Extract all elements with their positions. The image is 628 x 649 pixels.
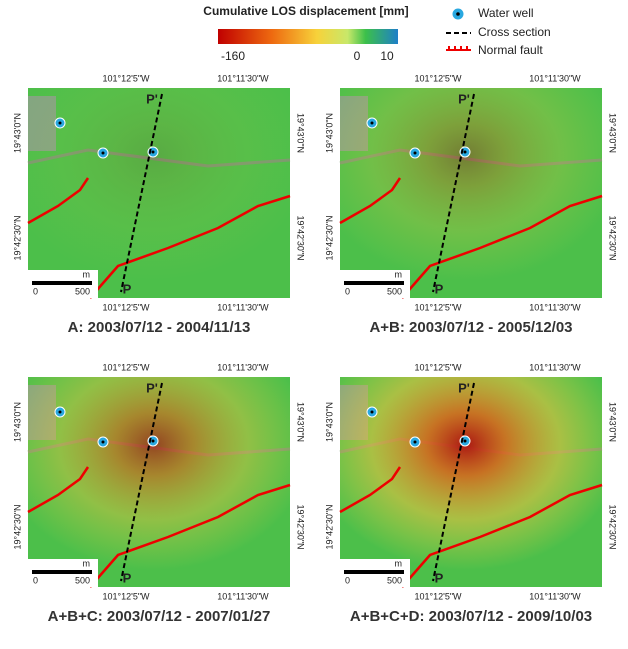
latitude-label: 19°42'30"N: [608, 215, 618, 260]
colorbar-tick: 10: [380, 49, 394, 63]
water-well-dot: [59, 122, 62, 125]
map-panel: P' P 0 500 m: [340, 377, 602, 587]
scale-label: 500: [75, 286, 90, 296]
latitude-label: 19°43'0"N: [608, 402, 618, 442]
water-well-dot: [464, 151, 467, 154]
longitude-label: 101°11'30"W: [529, 302, 581, 312]
latitude-label: 19°43'0"N: [324, 402, 334, 442]
longitude-label: 101°11'30"W: [529, 591, 581, 601]
scale-bar: [344, 570, 404, 574]
longitude-label: 101°11'30"W: [529, 362, 581, 372]
longitude-label: 101°12'5"W: [414, 73, 462, 83]
panel-caption: A+B+C: 2003/07/12 - 2007/01/27: [48, 608, 271, 625]
map-panel: P' P 0 500 m: [340, 88, 602, 298]
scale-bar: [344, 281, 404, 285]
scale-unit: m: [83, 558, 91, 568]
scale-label: 500: [387, 575, 402, 585]
section-label: P': [458, 380, 470, 395]
scale-label: 0: [33, 575, 38, 585]
scale-label: 0: [345, 575, 350, 585]
section-label: P': [146, 380, 158, 395]
water-well-dot: [371, 122, 374, 125]
longitude-label: 101°11'30"W: [217, 302, 269, 312]
water-well-dot: [414, 441, 417, 444]
longitude-label: 101°12'5"W: [414, 362, 462, 372]
legend-label: Cross section: [478, 25, 551, 39]
water-well-dot: [414, 152, 417, 155]
scale-unit: m: [395, 269, 403, 279]
figure: Cumulative LOS displacement [mm] -160 0 …: [0, 0, 628, 649]
latitude-label: 19°43'0"N: [296, 402, 306, 442]
legend-label: Normal fault: [478, 43, 543, 57]
section-label: P': [146, 91, 158, 106]
latitude-label: 19°42'30"N: [296, 504, 306, 549]
colorbar-tick: -160: [221, 49, 245, 63]
longitude-label: 101°12'5"W: [414, 591, 462, 601]
latitude-label: 19°43'0"N: [12, 402, 22, 442]
longitude-label: 101°12'5"W: [102, 591, 150, 601]
section-label: P: [435, 281, 444, 296]
legend-label: Water well: [478, 6, 534, 20]
longitude-label: 101°12'5"W: [102, 73, 150, 83]
water-well-dot: [102, 441, 105, 444]
water-well-dot: [59, 411, 62, 414]
water-well-dot: [152, 440, 155, 443]
map-panel: P' P 0 500 m: [28, 88, 290, 298]
water-well-dot: [102, 152, 105, 155]
subsidence: [28, 377, 290, 587]
legend-well-dot: [456, 12, 460, 16]
latitude-label: 19°42'30"N: [324, 504, 334, 549]
scale-unit: m: [83, 269, 91, 279]
subsidence: [340, 377, 602, 587]
water-well-dot: [152, 151, 155, 154]
latitude-label: 19°42'30"N: [12, 504, 22, 549]
section-label: P: [435, 570, 444, 585]
colorbar: [218, 29, 398, 44]
subsidence: [340, 88, 602, 298]
map-panel: P' P 0 500 m: [28, 377, 290, 587]
water-well-dot: [464, 440, 467, 443]
longitude-label: 101°11'30"W: [217, 362, 269, 372]
latitude-label: 19°43'0"N: [324, 113, 334, 153]
latitude-label: 19°43'0"N: [12, 113, 22, 153]
scale-label: 0: [33, 286, 38, 296]
panel-caption: A+B+C+D: 2003/07/12 - 2009/10/03: [350, 608, 592, 625]
section-label: P': [458, 91, 470, 106]
scale-bar: [32, 570, 92, 574]
scale-bar: [32, 281, 92, 285]
latitude-label: 19°42'30"N: [12, 215, 22, 260]
legend-fault-icon: [446, 46, 471, 50]
latitude-label: 19°42'30"N: [296, 215, 306, 260]
longitude-label: 101°12'5"W: [414, 302, 462, 312]
colorbar-tick: 0: [354, 49, 361, 63]
panel-caption: A+B: 2003/07/12 - 2005/12/03: [369, 319, 572, 336]
latitude-label: 19°43'0"N: [296, 113, 306, 153]
latitude-label: 19°43'0"N: [608, 113, 618, 153]
longitude-label: 101°12'5"W: [102, 362, 150, 372]
longitude-label: 101°11'30"W: [217, 591, 269, 601]
scale-label: 500: [387, 286, 402, 296]
scale-unit: m: [395, 558, 403, 568]
section-label: P: [123, 570, 132, 585]
longitude-label: 101°11'30"W: [529, 73, 581, 83]
scale-label: 0: [345, 286, 350, 296]
subsidence: [28, 88, 290, 298]
longitude-label: 101°11'30"W: [217, 73, 269, 83]
latitude-label: 19°42'30"N: [608, 504, 618, 549]
section-label: P: [123, 281, 132, 296]
water-well-dot: [371, 411, 374, 414]
panel-caption: A: 2003/07/12 - 2004/11/13: [68, 319, 251, 336]
latitude-label: 19°42'30"N: [324, 215, 334, 260]
scale-label: 500: [75, 575, 90, 585]
colorbar-title: Cumulative LOS displacement [mm]: [203, 4, 408, 18]
longitude-label: 101°12'5"W: [102, 302, 150, 312]
